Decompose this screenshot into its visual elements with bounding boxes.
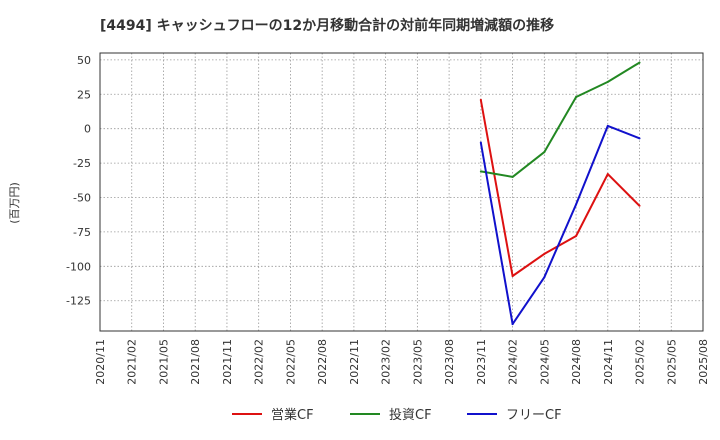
data-point: [606, 124, 609, 127]
data-point: [575, 96, 578, 99]
legend-label: フリーCF: [506, 408, 562, 423]
x-tick-label: 2024/05: [538, 339, 551, 385]
x-tick-label: 2025/08: [697, 339, 710, 385]
y-tick-label: -75: [73, 226, 91, 239]
data-point: [606, 173, 609, 176]
x-tick-label: 2025/02: [634, 339, 647, 385]
x-tick-label: 2022/05: [284, 339, 297, 385]
series-line-1: [480, 61, 641, 178]
data-point: [606, 80, 609, 83]
x-tick-label: 2021/05: [157, 339, 170, 385]
data-point: [479, 98, 482, 101]
x-tick-label: 2024/02: [507, 339, 520, 385]
data-point: [543, 252, 546, 255]
y-tick-label: -50: [73, 192, 91, 205]
x-tick-label: 2025/05: [665, 339, 678, 385]
x-tick-label: 2022/08: [316, 339, 329, 385]
data-point: [543, 151, 546, 154]
y-tick-label: -100: [66, 260, 91, 273]
x-tick-label: 2024/08: [570, 339, 583, 385]
data-point: [543, 276, 546, 279]
legend-label: 営業CF: [271, 407, 314, 423]
data-point: [511, 274, 514, 277]
chart-title: [4494] キャッシュフローの12か月移動合計の対前年同期増減額の推移: [100, 17, 554, 34]
y-tick-label: 0: [84, 123, 91, 136]
x-tick-label: 2023/02: [380, 339, 393, 385]
x-tick-label: 2023/11: [475, 339, 488, 385]
series-line-2: [479, 124, 640, 326]
legend: 営業CF 投資CF フリーCF: [232, 407, 562, 423]
plot-frame: [99, 52, 704, 332]
series-line-0: [479, 99, 641, 277]
x-tick-label: 2023/05: [411, 339, 424, 385]
data-point: [638, 204, 641, 207]
x-tick-label: 2022/02: [253, 339, 266, 385]
x-tick-label: 2022/11: [348, 339, 361, 385]
x-tick-label: 2020/11: [94, 339, 107, 385]
data-point: [575, 203, 578, 206]
data-point: [479, 141, 482, 144]
y-tick-label: -125: [66, 295, 91, 308]
x-tick-label: 2021/11: [221, 339, 234, 385]
y-tick-label: 50: [77, 54, 91, 67]
x-tick-label: 2024/11: [602, 339, 615, 385]
grid-layer: [99, 53, 704, 331]
x-tick-label: 2021/08: [189, 339, 202, 385]
data-point: [638, 137, 641, 140]
series-layer: [479, 61, 641, 326]
x-tick-label: 2023/08: [443, 339, 456, 385]
y-tick-label: 25: [77, 88, 91, 101]
x-tick-label: 2021/02: [126, 339, 139, 385]
data-point: [575, 235, 578, 238]
data-point: [479, 170, 482, 173]
data-point: [638, 61, 641, 64]
y-tick-label: -25: [73, 157, 91, 170]
data-point: [511, 323, 514, 326]
legend-label: 投資CF: [389, 407, 432, 423]
data-point: [511, 175, 514, 178]
y-axis-label: (百万円): [8, 182, 21, 224]
axis-layer: 50 25 0 -25 -50 -75 -100 -125 2020/11 2021/02 2021…: [66, 52, 710, 385]
